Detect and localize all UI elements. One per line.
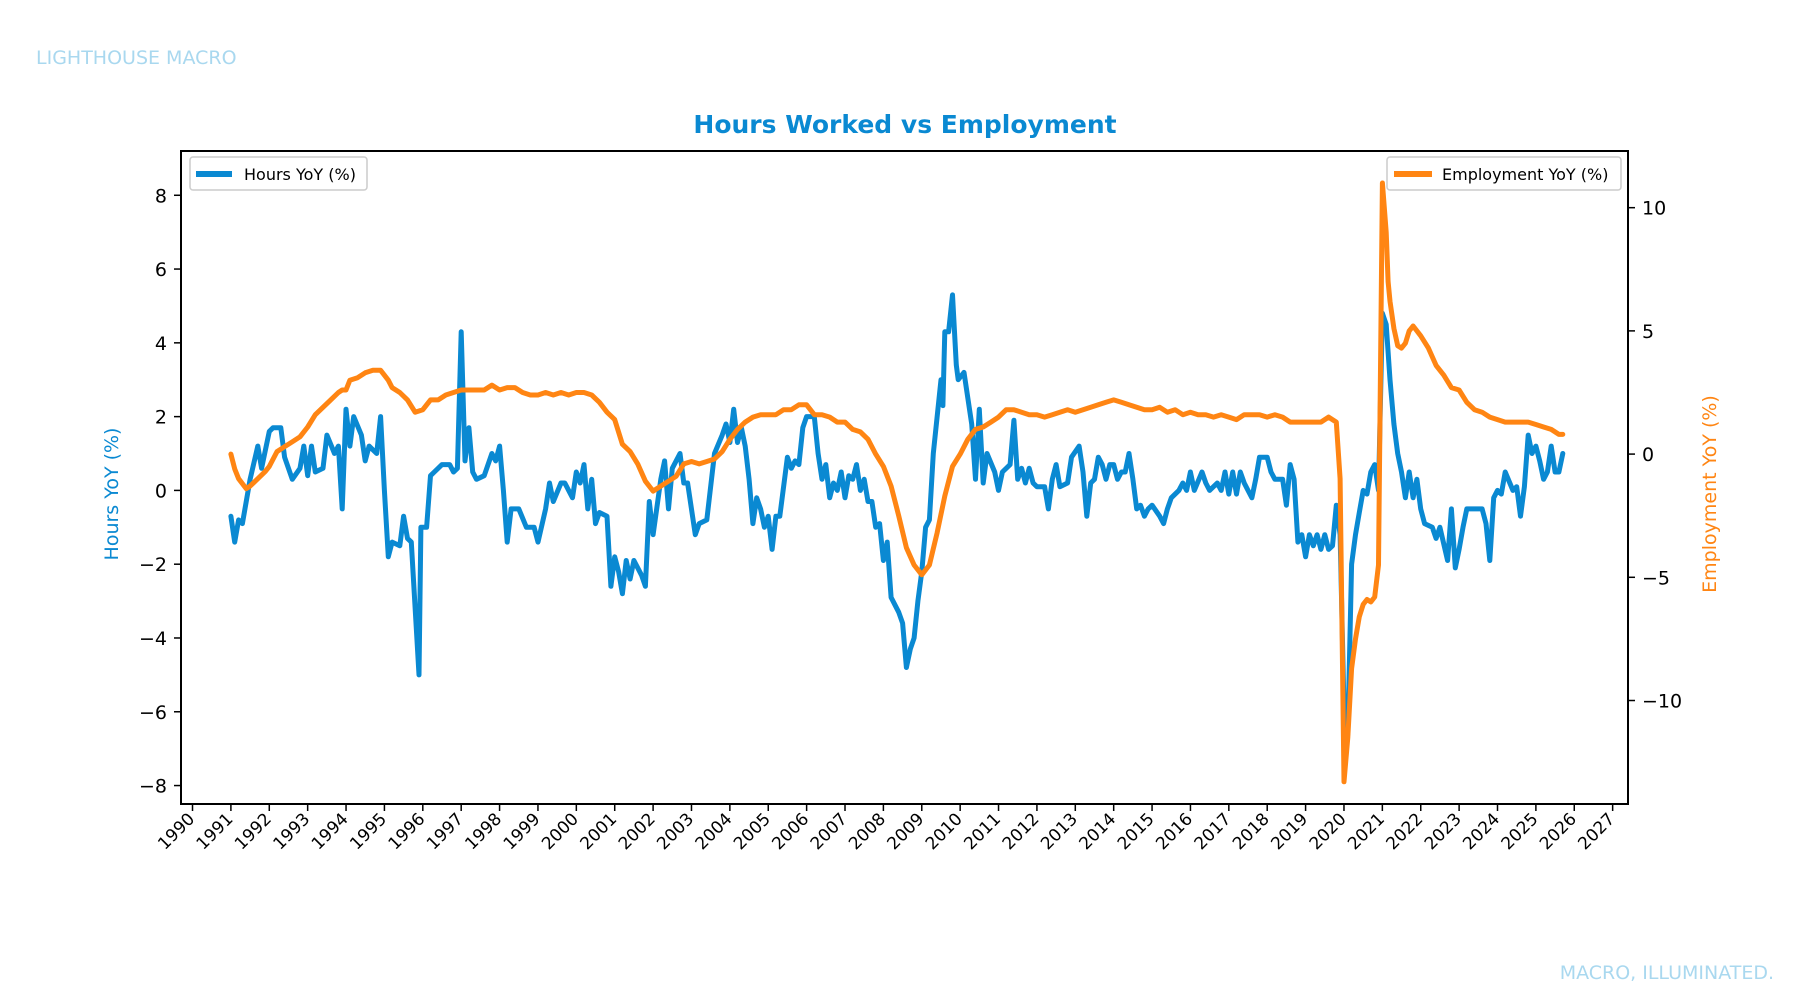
- y-right-tick-label: −5: [1642, 567, 1670, 589]
- x-tick-label: 2002: [615, 809, 660, 854]
- legend-hours-label: Hours YoY (%): [244, 165, 356, 184]
- y-left-tick-label: 8: [155, 185, 167, 207]
- x-tick-label: 2004: [692, 809, 737, 854]
- plot-frame: [180, 150, 1629, 805]
- brand-watermark-top: LIGHTHOUSE MACRO: [36, 47, 237, 69]
- x-tick-label: 2022: [1383, 809, 1428, 854]
- x-tick-label: 2007: [807, 809, 852, 854]
- x-tick-label: 1997: [423, 809, 468, 854]
- x-tick-label: 2019: [1267, 809, 1312, 854]
- x-tick-label: 2006: [768, 809, 813, 854]
- x-tick-label: 2027: [1574, 809, 1619, 854]
- y-left-tick-label: −2: [139, 554, 167, 576]
- y-right-tick-label: 10: [1642, 198, 1666, 220]
- x-tick-label: 2010: [922, 809, 967, 854]
- x-tick-label: 2024: [1459, 809, 1504, 854]
- x-tick-label: 2026: [1536, 809, 1581, 854]
- x-tick-label: 2025: [1498, 809, 1543, 854]
- x-tick-label: 2015: [1114, 809, 1159, 854]
- y-left-tick-label: −4: [139, 628, 167, 650]
- series-line-employment: [228, 180, 1566, 785]
- x-tick-label: 1998: [461, 809, 506, 854]
- x-tick-label: 1995: [346, 809, 391, 854]
- x-tick-label: 2018: [1229, 809, 1274, 854]
- y-left-tick-label: 0: [155, 480, 167, 502]
- x-tick-label: 2001: [577, 809, 622, 854]
- legend-hours: Hours YoY (%): [189, 156, 368, 191]
- x-tick-label: 2009: [884, 809, 929, 854]
- x-tick-label: 2008: [845, 809, 890, 854]
- x-tick-label: 1999: [500, 809, 545, 854]
- y-right-tick-label: −10: [1642, 691, 1682, 713]
- series-line-hours: [228, 292, 1566, 737]
- x-tick-label: 2016: [1152, 809, 1197, 854]
- chart-title: Hours Worked vs Employment: [693, 110, 1116, 139]
- x-tick-label: 2017: [1191, 809, 1236, 854]
- x-tick-label: 2003: [653, 809, 698, 854]
- y-left-tick-label: 6: [155, 259, 167, 281]
- x-tick-label: 2014: [1075, 809, 1120, 854]
- x-tick-label: 2023: [1421, 809, 1466, 854]
- legend-employment-label: Employment YoY (%): [1442, 165, 1608, 184]
- x-tick-label: 2021: [1344, 809, 1389, 854]
- y-left-tick-label: −6: [139, 702, 167, 724]
- x-tick-label: 1994: [308, 809, 353, 854]
- y-left-tick-label: −8: [139, 776, 167, 798]
- y-axis-right-label: Employment YoY (%): [1699, 395, 1721, 593]
- x-tick-label: 1990: [154, 809, 199, 854]
- x-tick-label: 1993: [269, 809, 314, 854]
- x-tick-label: 1996: [385, 809, 430, 854]
- brand-watermark-bottom: MACRO, ILLUMINATED.: [1559, 962, 1774, 984]
- y-axis-left-label: Hours YoY (%): [101, 428, 123, 561]
- x-tick-label: 1991: [193, 809, 238, 854]
- x-tick-label: 2012: [999, 809, 1044, 854]
- x-tick-label: 2013: [1037, 809, 1082, 854]
- y-right-tick-label: 5: [1642, 321, 1654, 343]
- y-left-tick-label: 4: [155, 333, 167, 355]
- x-tick-label: 2011: [960, 809, 1005, 854]
- legend-employment: Employment YoY (%): [1386, 156, 1622, 191]
- y-left-tick-label: 2: [155, 407, 167, 429]
- x-tick-label: 1992: [231, 809, 276, 854]
- y-right-tick-label: 0: [1642, 444, 1654, 466]
- series-layer: [228, 180, 1566, 785]
- axes-layer: 86420−2−4−6−81050−5−10199019911992199319…: [139, 150, 1682, 854]
- x-tick-label: 2000: [538, 809, 583, 854]
- x-tick-label: 2020: [1306, 809, 1351, 854]
- x-tick-label: 2005: [730, 809, 775, 854]
